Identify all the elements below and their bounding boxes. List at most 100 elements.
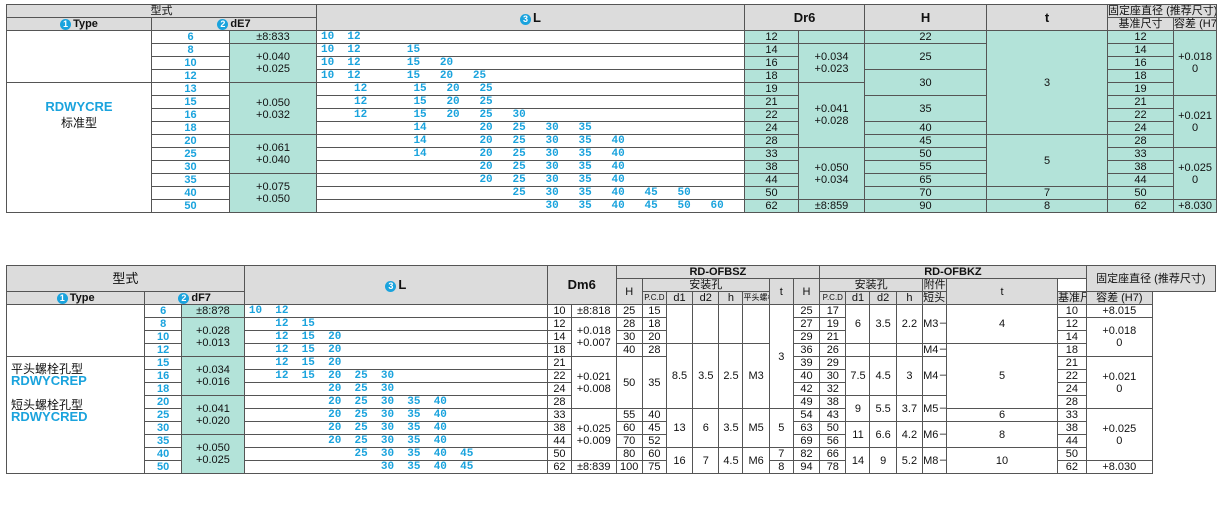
t2-header-base: 基准尺寸 xyxy=(1057,291,1087,305)
d-value: 16 xyxy=(144,369,182,383)
base-size: 14 xyxy=(1057,330,1087,344)
t2-header-sh: h xyxy=(718,291,744,305)
L-values: 14 20 25 30 35 xyxy=(316,121,746,135)
t2-header-Dm6: Dm6 xyxy=(546,265,617,305)
t2-header-attach: 附件 xyxy=(922,278,948,292)
L-values: 10 12 15 20 25 xyxy=(316,69,746,83)
header-model: 型式 xyxy=(5,4,318,18)
s-h: 2.5 xyxy=(718,343,744,409)
k-d2: 3.5 xyxy=(869,304,897,344)
base-size: 33 xyxy=(1107,147,1175,161)
s-h: 3.5 xyxy=(718,408,744,448)
Dm6-tolerance: ±8:839 xyxy=(570,460,617,474)
s-bolt: M3 xyxy=(742,343,770,409)
d-value: 50 xyxy=(151,199,230,213)
t2-header-model: 型式 xyxy=(6,265,245,292)
s-t: 8 xyxy=(768,460,794,474)
Dr6-tol-empty xyxy=(798,30,866,44)
Dr6-value: 44 xyxy=(744,173,800,187)
header-t: t xyxy=(986,4,1109,31)
Dm6-tolerance: +0.021 +0.008 xyxy=(570,356,617,409)
k-d2: 4.5 xyxy=(869,356,897,396)
k-pcd: 19 xyxy=(819,317,847,331)
type-code-1: RDWYCREP xyxy=(11,373,87,388)
L-values: 10 12 xyxy=(243,304,548,318)
d-value: 13 xyxy=(151,82,230,96)
type-cell-empty xyxy=(6,30,152,83)
s-H: 60 xyxy=(615,421,643,435)
L-values: 20 25 30 35 40 xyxy=(243,395,548,409)
k-d1: 7.5 xyxy=(845,356,871,396)
k-h: 3 xyxy=(895,356,924,396)
type-cell: 平头螺栓孔型 RDWYCREP 短头螺栓孔型 RDWYCRED xyxy=(5,356,146,474)
base-tolerance: +8.015 xyxy=(1085,304,1153,318)
s-h xyxy=(718,304,744,344)
d-value: 40 xyxy=(151,186,230,200)
base-tolerance: +8.030 xyxy=(1173,199,1218,213)
Dr6-value: 22 xyxy=(744,108,800,122)
k-h xyxy=(895,343,924,357)
t2-header-kh: h xyxy=(895,291,924,305)
d-tolerance: ±8:833 xyxy=(228,30,318,44)
type-name-2: 短头螺栓孔型 xyxy=(11,398,84,412)
d-value: 25 xyxy=(144,408,182,422)
Dm6-tolerance: +0.025 +0.009 xyxy=(570,408,617,461)
t2-header-st: t xyxy=(768,278,794,305)
d-tolerance: +0.050 +0.025 xyxy=(180,434,245,474)
base-tolerance: +0.021 0 xyxy=(1085,356,1153,409)
Dr6-value: 16 xyxy=(744,56,800,70)
base-size: 62 xyxy=(1107,199,1175,213)
k-H: 54 xyxy=(792,408,821,422)
d-tolerance: +0.040 +0.025 xyxy=(228,43,318,83)
s-bolt xyxy=(742,304,770,344)
k-d1: 6 xyxy=(845,304,871,344)
L-values: 30 35 40 45 50 60 xyxy=(316,199,746,213)
base-size: 22 xyxy=(1057,369,1087,383)
Dr6-tolerance: +0.034 +0.023 xyxy=(798,43,866,83)
s-d1 xyxy=(665,304,694,344)
base-size: 50 xyxy=(1057,447,1087,461)
t2-header-type: 1 Type xyxy=(5,291,146,305)
Dm6-tolerance: ±8:818 xyxy=(570,304,617,318)
Dr6-value: 14 xyxy=(744,43,800,57)
t2-header-kd1: d1 xyxy=(845,291,871,305)
base-size: 44 xyxy=(1107,173,1175,187)
d-value: 40 xyxy=(144,447,182,461)
k-d1: 14 xyxy=(845,447,871,474)
Dm6-value: 50 xyxy=(546,447,572,461)
L-values: 20 25 30 xyxy=(243,382,548,396)
k-h: 4.2 xyxy=(895,421,924,448)
k-pcd: 38 xyxy=(819,395,847,409)
L-values: 20 25 30 35 40 xyxy=(243,434,548,448)
t2-header-ofbkz: RD-OFBKZ xyxy=(819,265,1087,279)
Dr6-value: 24 xyxy=(744,121,800,135)
d-value: 50 xyxy=(144,460,182,474)
Dr6-value: 18 xyxy=(744,69,800,83)
k-H: 27 xyxy=(792,317,821,331)
L-values: 12 15 20 25 xyxy=(316,82,746,96)
base-size: 12 xyxy=(1057,317,1087,331)
header-tol: 容差 (H7) xyxy=(1173,17,1218,31)
Dr6-value: 12 xyxy=(744,30,800,44)
header-base: 基准尺寸 xyxy=(1107,17,1175,31)
L-values: 10 12 xyxy=(316,30,746,44)
base-size: 24 xyxy=(1107,121,1175,135)
base-tolerance: +0.018 0 xyxy=(1173,30,1218,96)
L-values: 12 15 20 25 30 xyxy=(243,369,548,383)
header-d: 2 dE7 xyxy=(150,17,318,31)
header-fix: 固定座直径 (推荐尺寸) xyxy=(1107,4,1218,18)
s-t: 7 xyxy=(768,447,794,461)
k-bolt: M8－25×4个 xyxy=(922,447,948,474)
s-H: 100 xyxy=(615,460,643,474)
k-H: 82 xyxy=(792,447,821,461)
base-tolerance: +0.025 0 xyxy=(1173,147,1218,200)
L-values: 14 20 25 30 35 40 xyxy=(316,147,746,161)
Dm6-value: 24 xyxy=(546,382,572,396)
base-tolerance: +8.030 xyxy=(1085,460,1153,474)
d-value: 30 xyxy=(144,421,182,435)
base-size: 33 xyxy=(1057,408,1087,422)
base-size: 38 xyxy=(1107,160,1175,174)
